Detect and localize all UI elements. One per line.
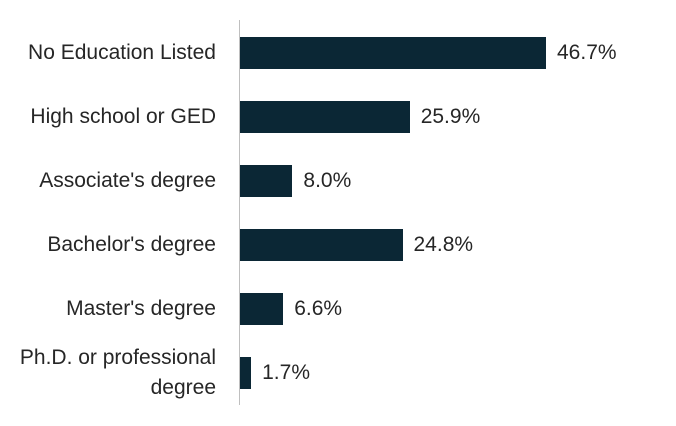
value-label: 24.8% <box>413 233 474 256</box>
category-label: Bachelor's degree <box>47 233 216 256</box>
bar <box>240 37 546 69</box>
bar <box>240 293 284 325</box>
category-label: High school or GED <box>30 105 216 128</box>
bar <box>240 229 403 261</box>
category-label: No Education Listed <box>28 41 216 64</box>
value-label: 46.7% <box>557 41 617 64</box>
value-label: 25.9% <box>420 105 481 128</box>
bar <box>240 357 252 389</box>
bar <box>240 101 410 133</box>
bar <box>240 165 293 197</box>
value-label: 1.7% <box>262 361 310 384</box>
category-axis <box>239 20 240 405</box>
value-label: 8.0% <box>303 169 352 192</box>
category-label: Associate's degree <box>39 169 216 192</box>
category-label: Ph.D. or professional degree <box>19 346 216 399</box>
value-label: 6.6% <box>294 297 343 320</box>
category-label: Master's degree <box>66 297 216 320</box>
